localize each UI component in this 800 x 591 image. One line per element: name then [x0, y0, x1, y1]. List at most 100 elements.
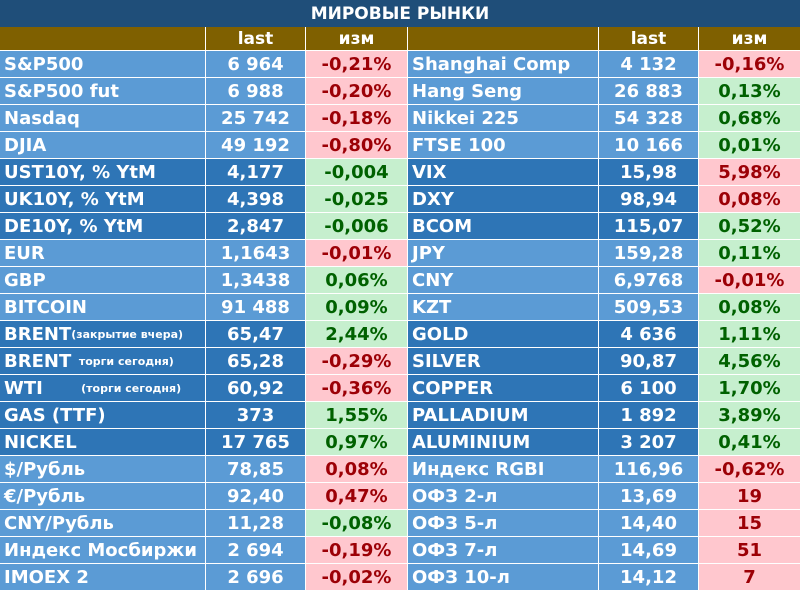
last-value: 3 207	[599, 429, 698, 455]
instrument-label: ОФЗ 10-л	[412, 566, 510, 588]
change-value: 0,11%	[699, 240, 800, 266]
change-value: -0,01%	[306, 240, 407, 266]
board-title: МИРОВЫЕ РЫНКИ	[0, 0, 800, 27]
instrument-label: $/Рубль	[4, 458, 86, 480]
instrument-label: CNY	[412, 269, 454, 291]
instrument-name: €/Рубль	[0, 483, 205, 509]
change-value: 4,56%	[699, 348, 800, 374]
last-value: 14,69	[599, 537, 698, 563]
instrument-label: EUR	[4, 242, 45, 264]
change-value: 0,13%	[699, 78, 800, 104]
instrument-label: VIX	[412, 161, 447, 183]
change-value: 19	[699, 483, 800, 509]
last-value: 91 488	[206, 294, 305, 320]
instrument-name: DXY	[408, 186, 598, 212]
last-value: 92,40	[206, 483, 305, 509]
change-value: -0,004	[306, 159, 407, 185]
table-row: $/Рубль 78,85 0,08% Индекс RGBI 116,96 -0,62%	[0, 456, 800, 483]
instrument-label: DXY	[412, 188, 454, 210]
instrument-name: UK10Y, % YtM	[0, 186, 205, 212]
instrument-name: FTSE 100	[408, 132, 598, 158]
last-value: 2,847	[206, 213, 305, 239]
last-value: 4 132	[599, 51, 698, 77]
change-value: 0,97%	[306, 429, 407, 455]
instrument-label: ALUMINIUM	[412, 431, 531, 453]
instrument-label: Индекс RGBI	[412, 458, 545, 480]
instrument-label: NICKEL	[4, 431, 77, 453]
table-row: CNY/Рубль 11,28 -0,08% ОФЗ 5-л 14,40 15	[0, 510, 800, 537]
instrument-label: BRENT	[4, 350, 72, 372]
change-value: 1,55%	[306, 402, 407, 428]
change-value: -0,08%	[306, 510, 407, 536]
last-value: 13,69	[599, 483, 698, 509]
instrument-name: WTI (торги сегодня)	[0, 375, 205, 401]
instrument-label: CNY/Рубль	[4, 512, 114, 534]
instrument-label: PALLADIUM	[412, 404, 529, 426]
last-value: 1 892	[599, 402, 698, 428]
table-row: BRENT (закрытие вчера) 65,47 2,44% GOLD 4 636…	[0, 321, 800, 348]
instrument-label: GAS (TTF)	[4, 404, 106, 426]
instrument-name: ОФЗ 10-л	[408, 564, 598, 590]
change-value: -0,18%	[306, 105, 407, 131]
change-value: 0,01%	[699, 132, 800, 158]
last-value: 60,92	[206, 375, 305, 401]
header-change-left: изм	[306, 27, 407, 50]
last-value: 65,28	[206, 348, 305, 374]
table-row: Nasdaq 25 742 -0,18% Nikkei 225 54 328 0,68%	[0, 105, 800, 132]
table-row: S&P500 fut 6 988 -0,20% Hang Seng 26 883 0,13…	[0, 78, 800, 105]
last-value: 2 696	[206, 564, 305, 590]
instrument-label: SILVER	[412, 350, 481, 372]
last-value: 116,96	[599, 456, 698, 482]
last-value: 65,47	[206, 321, 305, 347]
last-value: 14,40	[599, 510, 698, 536]
change-value: 0,06%	[306, 267, 407, 293]
change-value: -0,36%	[306, 375, 407, 401]
instrument-name: KZT	[408, 294, 598, 320]
table-row: EUR 1,1643 -0,01% JPY 159,28 0,11%	[0, 240, 800, 267]
last-value: 373	[206, 402, 305, 428]
instrument-label: FTSE 100	[412, 134, 506, 156]
instrument-name: COPPER	[408, 375, 598, 401]
table-row: DJIA 49 192 -0,80% FTSE 100 10 166 0,01%	[0, 132, 800, 159]
instrument-label: DE10Y, % YtM	[4, 215, 144, 237]
table-row: IMOEX 2 2 696 -0,02% ОФЗ 10-л 14,12 7	[0, 564, 800, 591]
change-value: 3,89%	[699, 402, 800, 428]
quote-group: UST10Y, % YtM 4,177 -0,004 VIX 15,98 5,98% UK1…	[0, 159, 800, 240]
table-row: Индекс Мосбиржи 2 694 -0,19% ОФЗ 7-л 14,69 51	[0, 537, 800, 564]
table-row: DE10Y, % YtM 2,847 -0,006 BCOM 115,07 0,52%	[0, 213, 800, 240]
change-value: -0,006	[306, 213, 407, 239]
table-row: S&P500 6 964 -0,21% Shanghai Comp 4 132 -0,16…	[0, 51, 800, 78]
table-row: GAS (TTF) 373 1,55% PALLADIUM 1 892 3,89%	[0, 402, 800, 429]
change-value: 0,08%	[699, 186, 800, 212]
last-value: 14,12	[599, 564, 698, 590]
instrument-name: BITCOIN	[0, 294, 205, 320]
change-value: 0,41%	[699, 429, 800, 455]
instrument-name: Hang Seng	[408, 78, 598, 104]
instrument-name: JPY	[408, 240, 598, 266]
header-blank-left	[0, 27, 205, 50]
instrument-label: ОФЗ 5-л	[412, 512, 498, 534]
instrument-label: JPY	[412, 242, 445, 264]
instrument-label: GOLD	[412, 323, 469, 345]
instrument-label: Shanghai Comp	[412, 53, 571, 75]
header-change-right: изм	[699, 27, 800, 50]
instrument-name: GAS (TTF)	[0, 402, 205, 428]
instrument-name: ОФЗ 2-л	[408, 483, 598, 509]
change-value: 0,52%	[699, 213, 800, 239]
instrument-label: S&P500	[4, 53, 84, 75]
instrument-label: ОФЗ 7-л	[412, 539, 498, 561]
quote-group: $/Рубль 78,85 0,08% Индекс RGBI 116,96 -0,62%…	[0, 456, 800, 591]
change-value: 1,11%	[699, 321, 800, 347]
instrument-name: Shanghai Comp	[408, 51, 598, 77]
table-row: BITCOIN 91 488 0,09% KZT 509,53 0,08%	[0, 294, 800, 321]
instrument-name: CNY/Рубль	[0, 510, 205, 536]
change-value: 5,98%	[699, 159, 800, 185]
change-value: -0,21%	[306, 51, 407, 77]
instrument-label: S&P500 fut	[4, 80, 119, 102]
last-value: 6 964	[206, 51, 305, 77]
change-value: 0,08%	[699, 294, 800, 320]
change-value: 15	[699, 510, 800, 536]
change-value: -0,02%	[306, 564, 407, 590]
instrument-label: UK10Y, % YtM	[4, 188, 145, 210]
change-value: -0,62%	[699, 456, 800, 482]
